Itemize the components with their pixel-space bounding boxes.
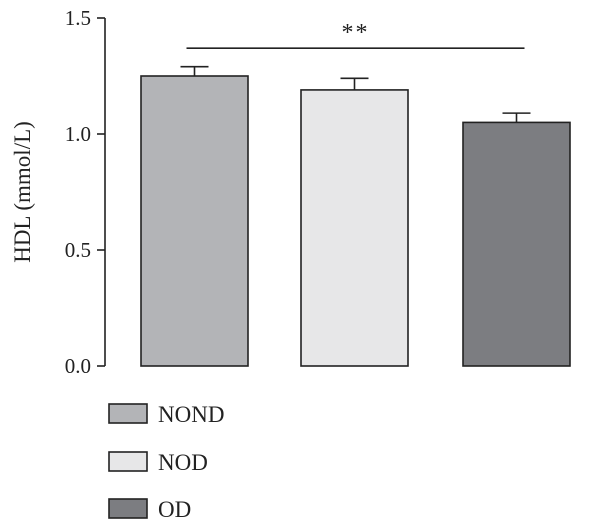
- y-axis: 0.0 0.5 1.0 1.5: [65, 6, 106, 378]
- legend-label: OD: [158, 497, 191, 522]
- bar-od: [462, 121, 571, 367]
- legend-swatch: [108, 403, 148, 424]
- bar-nod: [300, 89, 409, 367]
- y-tick-label: 1.0: [65, 122, 91, 146]
- y-tick-label: 0.0: [65, 354, 91, 378]
- legend-item-nond: NOND: [108, 402, 224, 427]
- legend-item-nod: NOD: [108, 450, 208, 475]
- legend-swatch: [108, 498, 148, 519]
- legend-item-od: OD: [108, 497, 191, 522]
- significance-annotation: **: [186, 20, 525, 49]
- error-bar-nod: [340, 77, 369, 90]
- legend-label: NOD: [158, 450, 208, 475]
- legend: NOND NOD OD: [108, 402, 224, 522]
- error-bar-nond: [180, 65, 209, 76]
- error-bars: [180, 65, 531, 123]
- error-bar-od: [502, 112, 531, 123]
- y-tick-label: 1.5: [65, 6, 91, 30]
- y-tick-label: 0.5: [65, 238, 91, 262]
- legend-swatch: [108, 451, 148, 472]
- legend-label: NOND: [158, 402, 224, 427]
- bar-nond: [140, 75, 249, 367]
- significance-label: **: [342, 20, 370, 46]
- y-axis-title: HDL (mmol/L): [10, 121, 35, 263]
- bars: [140, 75, 571, 367]
